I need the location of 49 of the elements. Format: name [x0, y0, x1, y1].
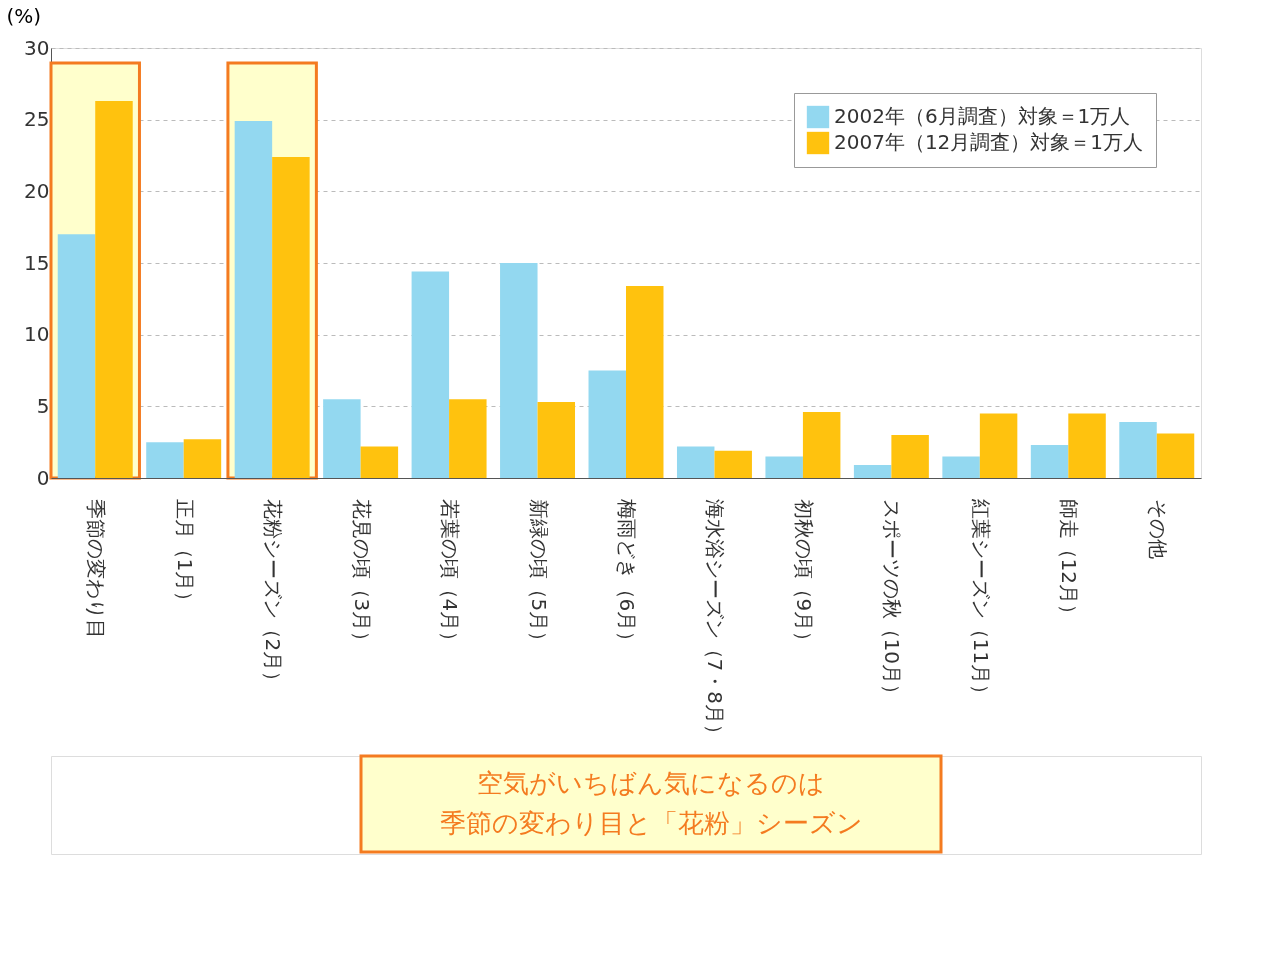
bar	[1068, 413, 1106, 478]
bar	[183, 439, 222, 478]
x-tick-label: 花見の頃（3月）	[349, 498, 374, 652]
text: 季節の変わり目と「花粉」シーズン	[439, 808, 863, 838]
bar	[272, 156, 310, 478]
y-tick-label: 15	[24, 250, 50, 275]
y-tick-label: 10	[24, 322, 50, 347]
y-axis-title: (%)	[6, 3, 42, 28]
bar	[449, 399, 487, 478]
bar	[1030, 445, 1069, 478]
bar	[1156, 433, 1195, 478]
bar	[765, 456, 803, 478]
bar	[802, 412, 841, 478]
y-tick-label: 25	[24, 107, 50, 132]
bar	[537, 402, 576, 478]
y-tick-label: 0	[36, 465, 50, 490]
legend-label: 2007年（12月調査）対象＝1万人	[834, 130, 1144, 154]
x-tick-label: 海水浴シーズン（7・8月）	[703, 498, 728, 744]
x-tick-label: その他	[1145, 498, 1170, 559]
bar	[146, 442, 184, 478]
x-tick-label: 師走（12月）	[1057, 498, 1082, 624]
bar	[57, 234, 96, 478]
bar	[1119, 422, 1157, 478]
bar	[323, 399, 361, 478]
x-tick-label: 若葉の頃（4月）	[438, 498, 463, 652]
bar	[676, 446, 715, 478]
bar	[411, 271, 450, 478]
bar	[891, 435, 929, 478]
text: 空気がいちばん気になるのは	[477, 768, 825, 798]
x-tick-label: 梅雨どき（6月）	[615, 497, 639, 652]
x-tick-label: 新緑の頃（5月）	[526, 498, 551, 652]
x-tick-label: 季節の変わり目	[84, 498, 109, 639]
bar	[853, 465, 892, 478]
y-tick-label: 20	[24, 178, 50, 203]
y-tick-label: 5	[36, 393, 50, 418]
y-tick-label: 30	[24, 35, 50, 60]
legend-label: 2002年（6月調査）対象＝1万人	[834, 104, 1131, 128]
bar	[979, 413, 1018, 478]
bar	[360, 446, 399, 478]
x-tick-label: 初秋の頃（9月）	[791, 498, 816, 652]
bar	[588, 370, 626, 478]
bar	[714, 450, 752, 478]
x-tick-label: スポーツの秋（10月）	[880, 498, 905, 704]
x-tick-label: 紅葉シーズン（11月）	[968, 498, 993, 704]
bar	[942, 456, 980, 478]
bar	[500, 263, 538, 478]
x-tick-label: 正月（1月）	[172, 498, 197, 612]
bar	[626, 285, 664, 478]
x-tick-label: 花粉シーズン（2月）	[261, 498, 286, 692]
